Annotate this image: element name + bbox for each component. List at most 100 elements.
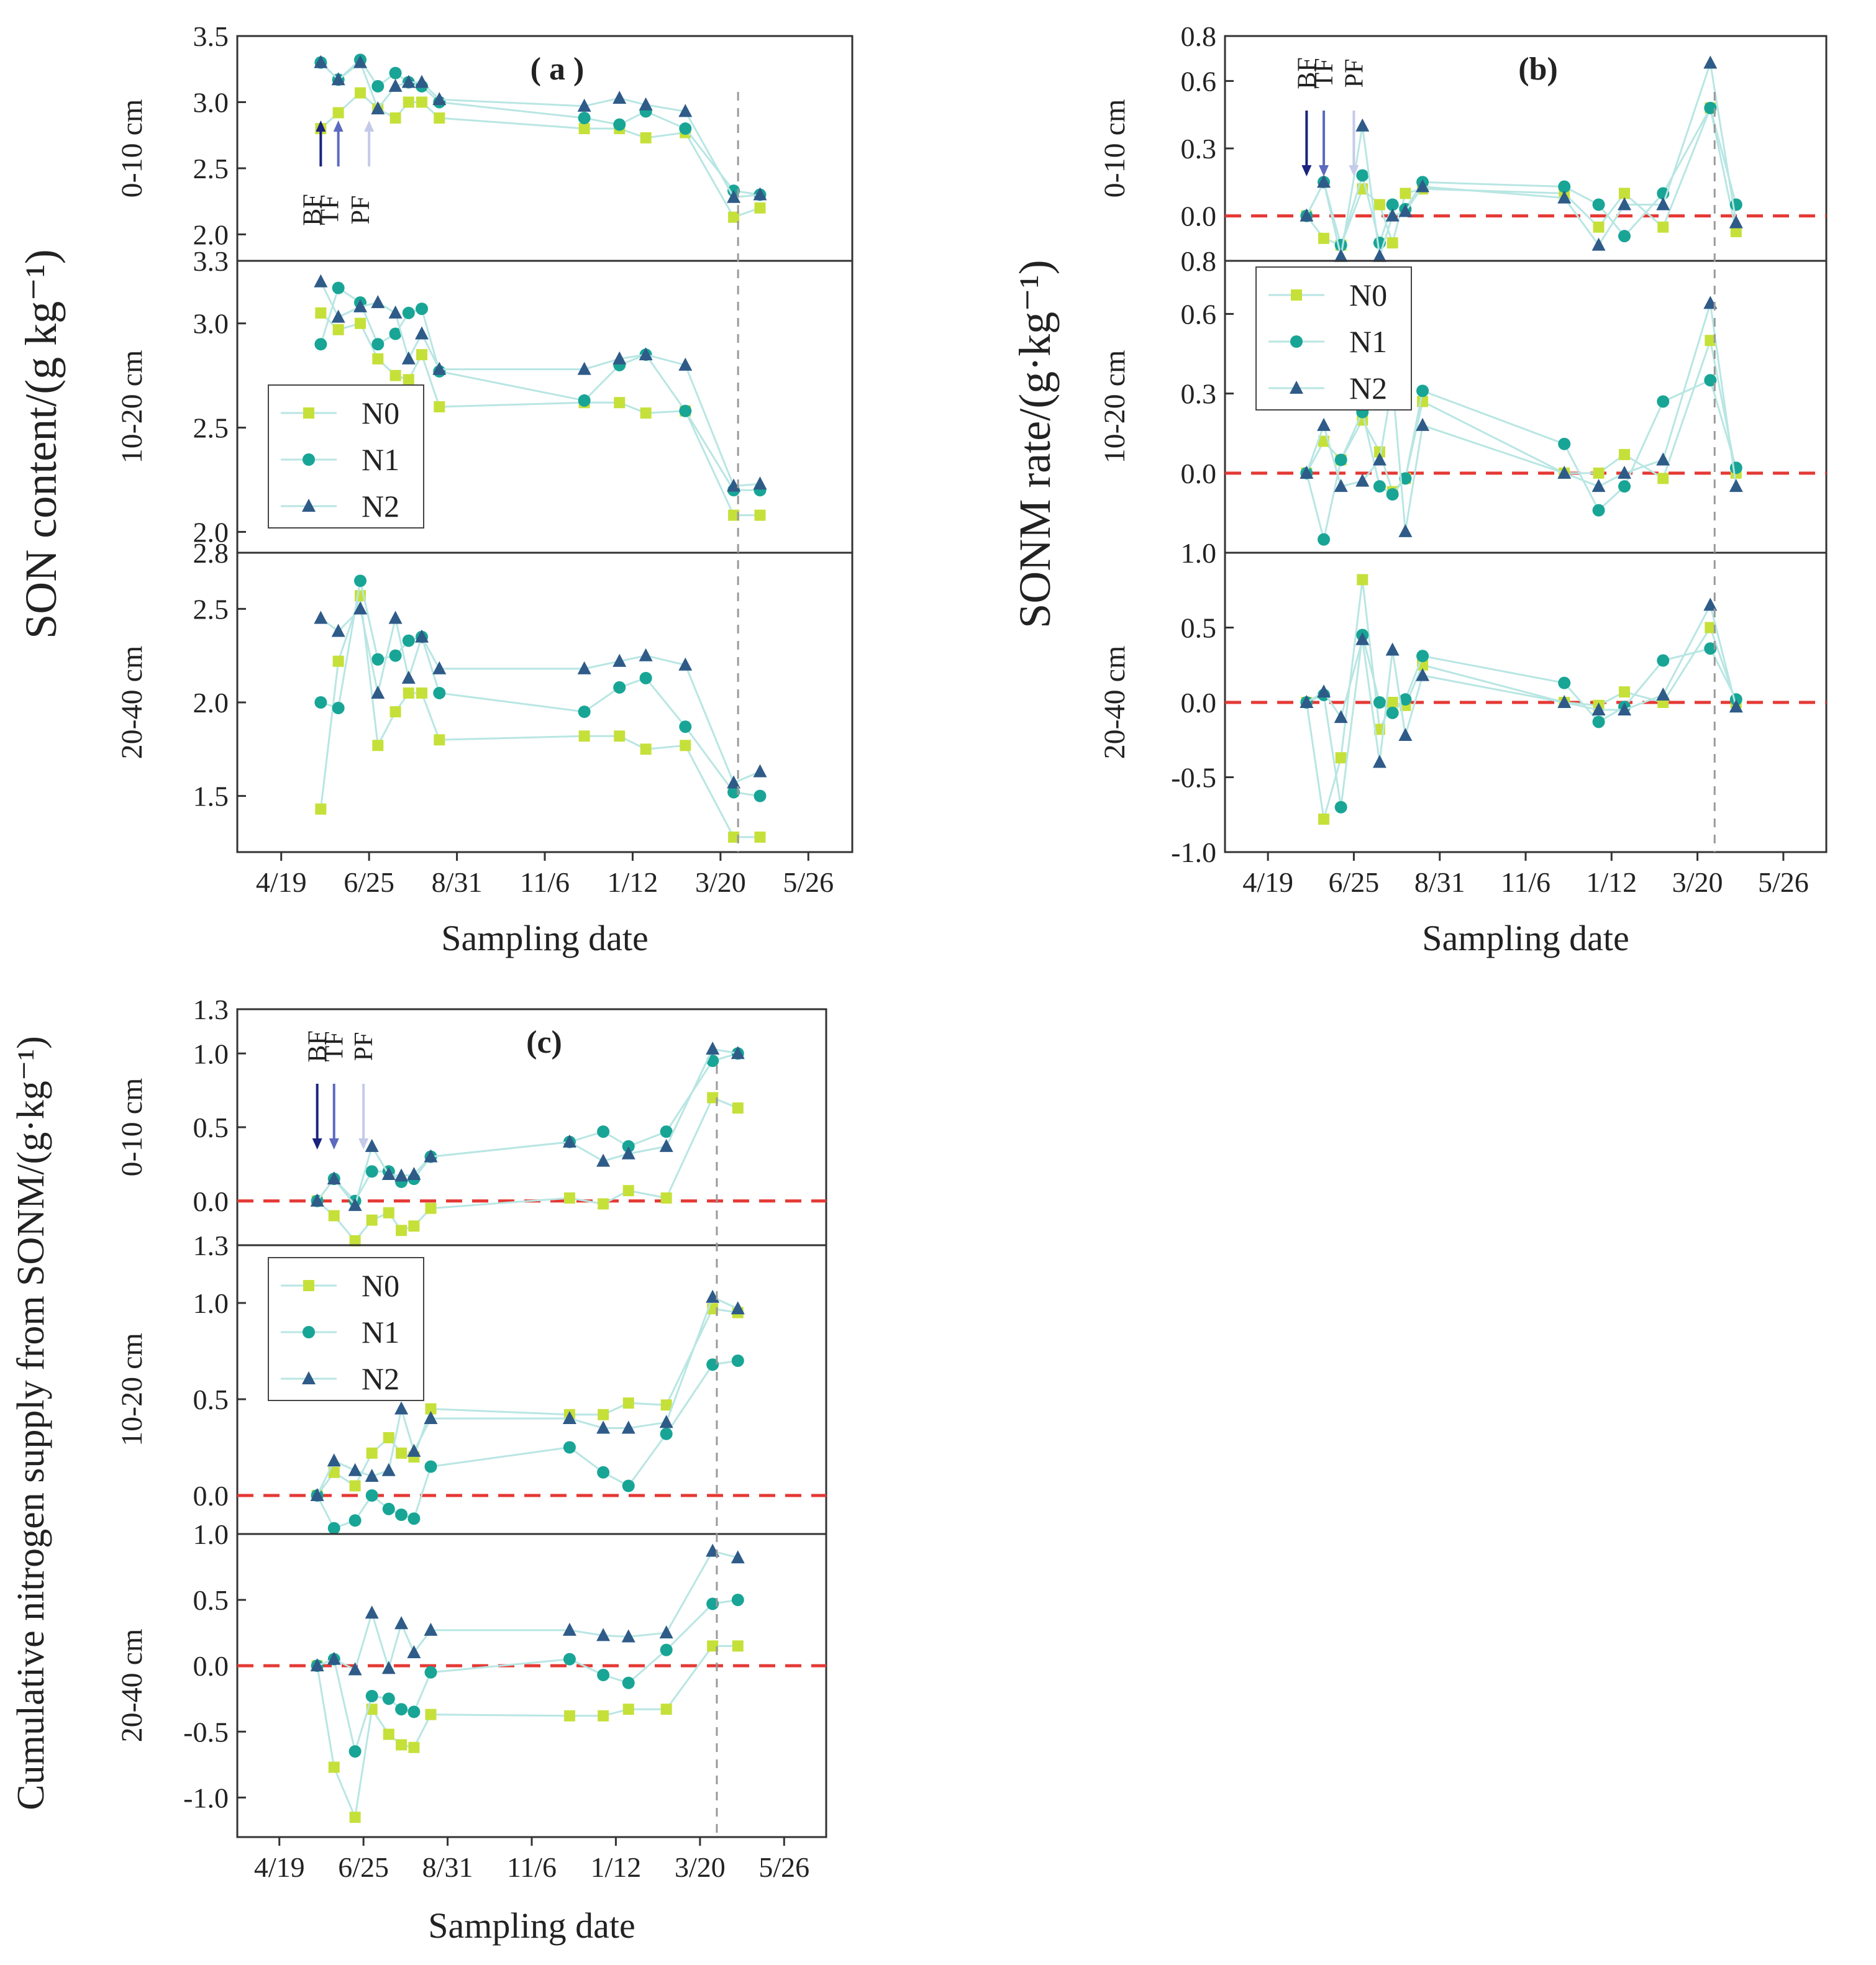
data-point-N1 — [1592, 504, 1605, 517]
data-point-N1 — [389, 649, 402, 662]
series-line-N0 — [320, 91, 760, 219]
data-point-N0 — [389, 370, 401, 381]
series-line-N1 — [1305, 379, 1737, 540]
data-point-N0 — [389, 112, 401, 124]
data-point-N1 — [389, 66, 402, 79]
data-point-N2 — [753, 187, 767, 201]
data-point-N2 — [424, 1411, 438, 1424]
data-point-N2 — [371, 295, 385, 309]
data-point-N1 — [408, 1705, 421, 1718]
data-point-N2 — [1398, 728, 1413, 742]
data-point-N1 — [731, 1355, 744, 1367]
plot-frame — [1224, 35, 1828, 853]
data-point-N1 — [314, 338, 327, 351]
event-label: BF — [298, 194, 327, 225]
y-tick-label: 2.5 — [193, 153, 229, 184]
y-tick-label: 0.3 — [1181, 378, 1217, 410]
data-point-N2 — [621, 1146, 635, 1159]
y-tick-label: 0.0 — [193, 1480, 229, 1512]
data-point-N2 — [381, 1167, 396, 1180]
y-tick-label: 3.3 — [193, 245, 229, 277]
layer-0-10cm: 2.0 2.5 3.0 3.5 0-10 cm — [116, 20, 767, 250]
data-point-N0 — [614, 397, 626, 409]
layer-10-20cm: 0.0 0.3 0.6 0.8 10-20 cm N0 N1 N2 — [1098, 245, 1826, 546]
data-point-N1 — [1356, 169, 1369, 182]
series-line-N0 — [1305, 579, 1737, 820]
legend-marker — [302, 499, 316, 512]
data-point-N2 — [1300, 695, 1314, 708]
data-point-N0 — [1619, 448, 1631, 460]
panel-label: ( a ) — [530, 52, 585, 87]
data-point-N2 — [365, 1605, 379, 1619]
data-point-N0 — [728, 509, 740, 521]
x-tick-label: 5/26 — [758, 1851, 809, 1883]
y-tick-label: 2.0 — [193, 516, 229, 548]
data-point-N0 — [383, 1432, 394, 1443]
data-point-N2 — [1416, 417, 1430, 431]
data-point-N2 — [1557, 465, 1572, 479]
layer-depth-label: 10-20 cm — [1098, 350, 1131, 464]
data-point-N1 — [1386, 706, 1399, 719]
y-tick-label: 1.0 — [193, 1038, 229, 1069]
data-point-N1 — [622, 1676, 635, 1689]
legend-marker — [303, 1326, 315, 1338]
legend-marker — [1290, 381, 1303, 394]
layer-depth-label: 10-20 cm — [116, 350, 148, 464]
data-point-N2 — [1416, 179, 1430, 193]
series-line-N2 — [1306, 602, 1737, 763]
data-point-N0 — [389, 706, 401, 718]
layer-depth-label: 20-40 cm — [1098, 646, 1131, 760]
legend-label: N1 — [362, 1315, 399, 1350]
data-point-N0 — [1387, 237, 1398, 249]
x-axis-title: Sampling date — [1422, 918, 1629, 958]
data-point-N0 — [434, 734, 445, 746]
y-axis-title: Cumulative nitrogen supply from SONM/(g·… — [10, 1036, 52, 1810]
data-point-N2 — [659, 1625, 673, 1639]
x-axis-title: Sampling date — [441, 918, 648, 958]
event-marker-PF: PF — [347, 120, 375, 224]
data-point-N2 — [678, 357, 693, 371]
event-marker-PF: PF — [1340, 59, 1368, 176]
series-line-N2 — [317, 1550, 739, 1672]
layer-depth-label: 20-40 cm — [116, 646, 148, 760]
data-point-N2 — [407, 1443, 421, 1457]
series-line-N2 — [320, 61, 760, 199]
data-point-N1 — [597, 1466, 610, 1479]
data-point-N0 — [403, 687, 414, 699]
data-point-N2 — [577, 361, 591, 375]
y-tick-label: 0.5 — [193, 1584, 229, 1616]
data-point-N0 — [614, 730, 626, 742]
data-point-N1 — [1558, 676, 1571, 689]
data-point-N2 — [1591, 479, 1606, 492]
data-point-N2 — [727, 189, 741, 203]
event-arrowhead — [1319, 165, 1329, 176]
data-point-N2 — [562, 1134, 576, 1148]
data-point-N0 — [349, 1812, 361, 1823]
data-point-N2 — [331, 624, 345, 637]
data-point-N2 — [331, 72, 345, 86]
data-point-N0 — [1373, 199, 1385, 211]
data-point-N2 — [678, 657, 693, 671]
x-tick-label: 6/25 — [344, 866, 394, 898]
data-point-N0 — [728, 831, 740, 843]
legend: N0 N1 N2 — [1255, 266, 1412, 411]
data-point-N2 — [596, 1153, 611, 1167]
data-point-N0 — [732, 1640, 744, 1652]
data-point-N1 — [613, 118, 626, 131]
data-point-N0 — [328, 1761, 340, 1773]
data-point-N2 — [577, 661, 591, 674]
data-point-N1 — [1657, 654, 1670, 667]
legend-marker — [303, 1280, 314, 1291]
data-point-N0 — [408, 1741, 420, 1753]
data-point-N1 — [731, 1594, 744, 1607]
data-point-N2 — [562, 1411, 576, 1424]
data-point-N2 — [348, 1662, 362, 1676]
data-point-N0 — [416, 349, 427, 361]
data-point-N2 — [407, 1645, 421, 1658]
data-point-N0 — [1657, 221, 1669, 233]
data-point-N1 — [706, 1358, 719, 1371]
data-point-N0 — [332, 324, 344, 335]
x-tick-label: 1/12 — [591, 1851, 642, 1883]
data-point-N2 — [371, 685, 385, 699]
